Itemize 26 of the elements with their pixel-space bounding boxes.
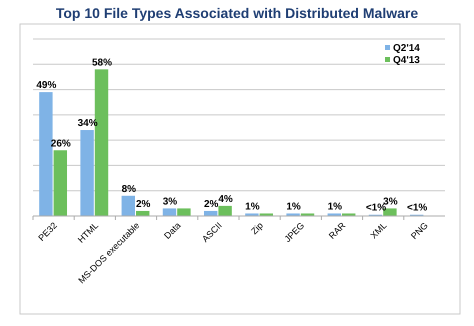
bar bbox=[204, 210, 218, 216]
bar bbox=[39, 92, 53, 216]
data-label: 3% bbox=[162, 196, 178, 208]
bar bbox=[122, 196, 135, 216]
chart-title: Top 10 File Types Associated with Distributed Malware bbox=[56, 5, 418, 21]
data-label: 26% bbox=[50, 138, 71, 150]
data-label: 58% bbox=[92, 57, 112, 68]
legend-label: Q4'13 bbox=[393, 55, 420, 66]
data-label: 1% bbox=[286, 201, 301, 212]
data-label: 2% bbox=[136, 198, 151, 210]
x-tick-label: Zip bbox=[249, 220, 266, 236]
data-label: 49% bbox=[36, 80, 57, 92]
bar bbox=[54, 150, 68, 216]
bar bbox=[136, 210, 150, 216]
data-label: 1% bbox=[245, 201, 260, 212]
data-label: 2% bbox=[204, 198, 219, 210]
data-label: 4% bbox=[218, 194, 233, 205]
x-tick-label: XML bbox=[368, 220, 389, 241]
bar bbox=[80, 130, 94, 216]
data-label: 1% bbox=[328, 201, 342, 212]
data-label: <1% bbox=[407, 202, 428, 214]
legend-label: Q2'14 bbox=[393, 43, 420, 54]
bar bbox=[177, 208, 191, 216]
bar bbox=[218, 206, 232, 216]
data-label: <1% bbox=[366, 202, 386, 214]
data-label: 8% bbox=[122, 184, 136, 195]
